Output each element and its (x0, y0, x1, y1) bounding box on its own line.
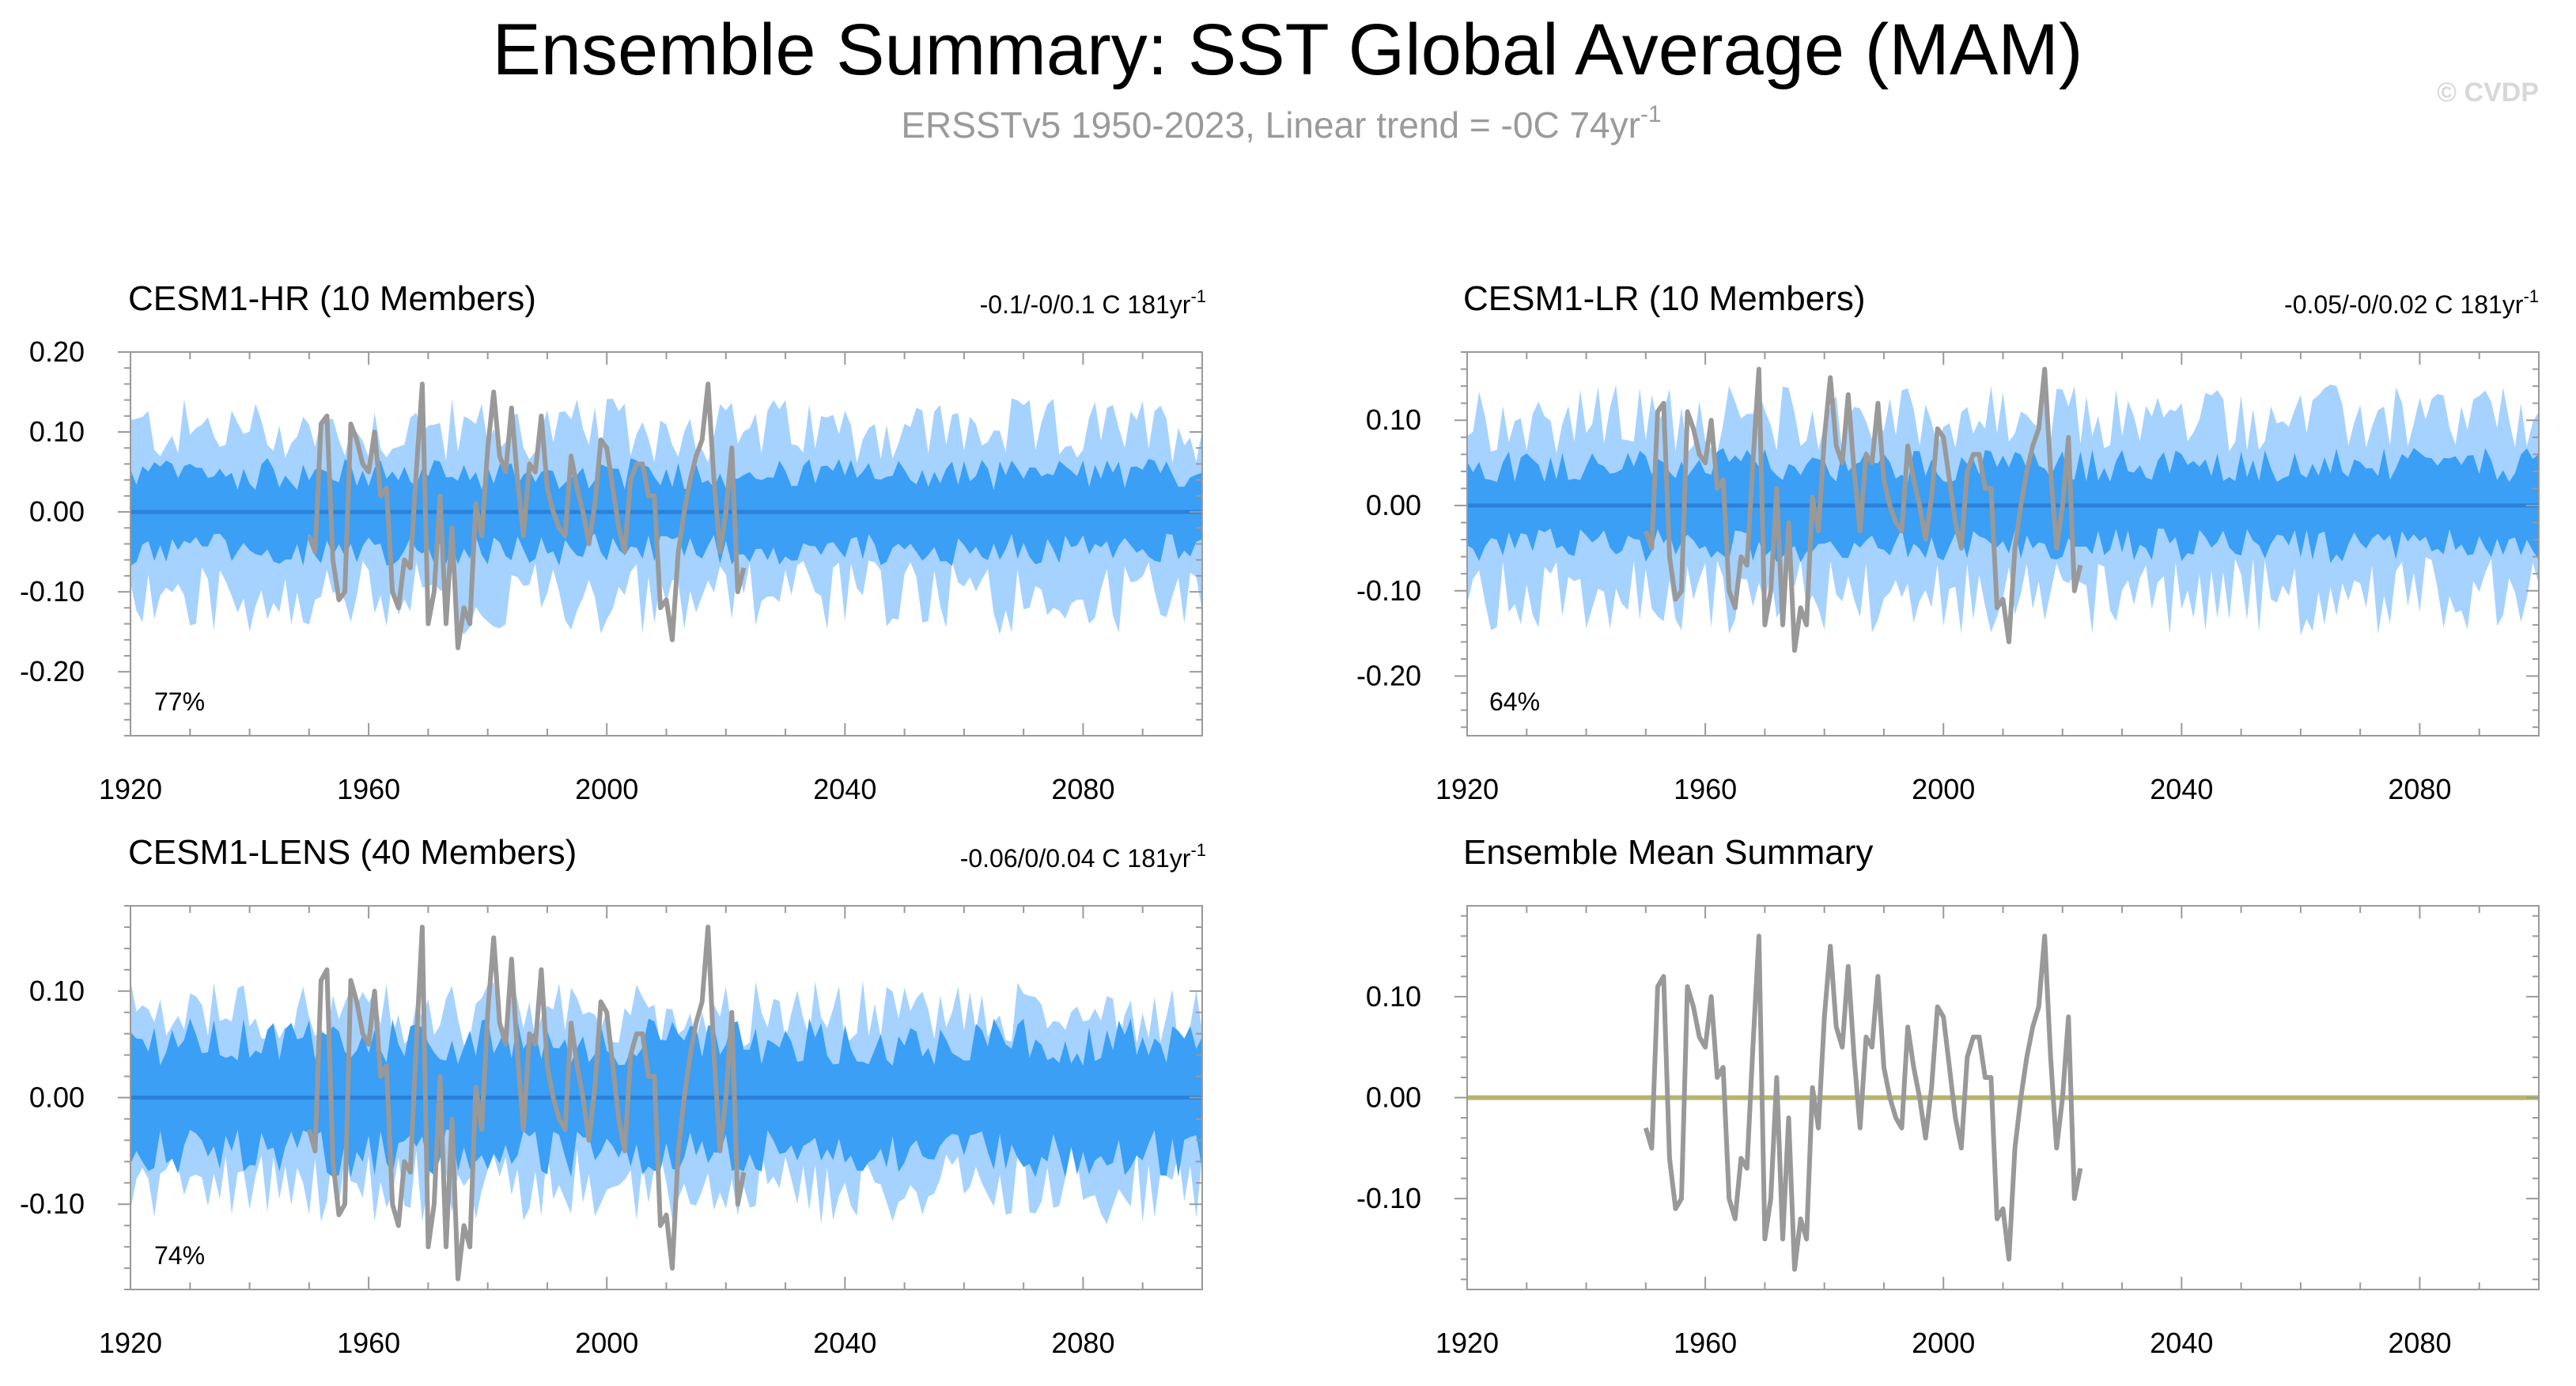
plot-area (1467, 933, 2539, 1272)
x-tick-label: 2040 (2150, 1327, 2213, 1359)
panel-title: CESM1-HR (10 Members) (128, 279, 536, 318)
observations-line (306, 381, 747, 650)
x-tick-label: 2040 (2150, 773, 2213, 805)
plot-area (1467, 366, 2539, 653)
y-tick-label: 0.00 (1366, 1081, 1421, 1114)
panel-title: CESM1-LENS (40 Members) (128, 833, 577, 872)
trend-label: -0.05/-0/0.02 C 181yr-1 (2284, 286, 2539, 319)
y-tick-label: 0.20 (29, 335, 85, 368)
x-tick-label: 2040 (813, 1327, 876, 1359)
x-tick-label: 1960 (337, 773, 400, 805)
x-tick-label: 1920 (99, 1327, 162, 1359)
figure-subtitle: ERSSTv5 1950-2023, Linear trend = -0C 74… (901, 101, 1661, 146)
plot-area (131, 381, 1202, 650)
subtitle-superscript: -1 (1640, 101, 1662, 127)
x-tick-label: 2080 (2388, 1327, 2451, 1359)
y-tick-label: -0.10 (20, 575, 85, 608)
y-tick-label: 0.00 (29, 495, 85, 528)
x-tick-label: 2000 (1912, 773, 1975, 805)
trend-label: -0.06/0/0.04 C 181yr-1 (960, 840, 1206, 873)
x-tick-label: 1960 (1674, 1327, 1737, 1359)
panel-title: CESM1-LR (10 Members) (1463, 279, 1866, 318)
x-tick-label: 1960 (337, 1327, 400, 1359)
x-tick-label: 2080 (2388, 773, 2451, 805)
y-tick-label: -0.10 (1356, 1182, 1421, 1214)
observations-line (306, 924, 747, 1282)
y-tick-label: 0.00 (29, 1081, 85, 1114)
subtitle-text: ERSSTv5 1950-2023, Linear trend = -0C 74… (901, 104, 1640, 146)
y-tick-label: -0.20 (1356, 660, 1421, 692)
x-tick-label: 1920 (99, 773, 162, 805)
panel-cesm1-lens: CESM1-LENS (40 Members) -0.06/0/0.04 C 1… (20, 833, 1206, 1359)
x-tick-label: 2000 (1912, 1327, 1975, 1359)
trend-label: -0.1/-0/0.1 C 181yr-1 (980, 286, 1206, 319)
y-tick-label: 0.10 (1366, 403, 1421, 436)
y-tick-label: -0.10 (20, 1187, 85, 1220)
panel-cesm1-hr: CESM1-HR (10 Members) -0.1/-0/0.1 C 181y… (20, 279, 1206, 805)
x-tick-label: 1920 (1436, 773, 1499, 805)
x-tick-label: 2080 (1051, 773, 1114, 805)
y-tick-label: 0.10 (29, 975, 85, 1007)
y-tick-label: 0.10 (29, 415, 85, 448)
observations-line (1643, 933, 2083, 1272)
y-tick-label: 0.00 (1366, 489, 1421, 521)
y-tick-label: -0.20 (20, 655, 85, 687)
x-tick-label: 1920 (1436, 1327, 1499, 1359)
panel-cesm1-lr: CESM1-LR (10 Members) -0.05/-0/0.02 C 18… (1356, 279, 2540, 805)
observations-line (1643, 366, 2083, 653)
x-tick-label: 2000 (575, 773, 638, 805)
x-tick-label: 1960 (1674, 773, 1737, 805)
panel-ensemble-mean-summary: Ensemble Mean Summary 1920 1960 2000 2040 20… (1356, 833, 2540, 1359)
x-tick-label: 2040 (813, 773, 876, 805)
percent-label: 77% (154, 687, 205, 716)
figure-title: Ensemble Summary: SST Global Average (MA… (492, 9, 2082, 90)
percent-label: 74% (154, 1241, 205, 1270)
y-tick-label: 0.10 (1366, 980, 1421, 1013)
x-tick-label: 2000 (575, 1327, 638, 1359)
watermark: © CVDP (2437, 78, 2539, 108)
panel-title: Ensemble Mean Summary (1463, 833, 1873, 872)
y-tick-label: -0.10 (1356, 574, 1421, 607)
plot-area (131, 924, 1202, 1282)
percent-label: 64% (1489, 687, 1540, 716)
x-tick-label: 2080 (1051, 1327, 1114, 1359)
